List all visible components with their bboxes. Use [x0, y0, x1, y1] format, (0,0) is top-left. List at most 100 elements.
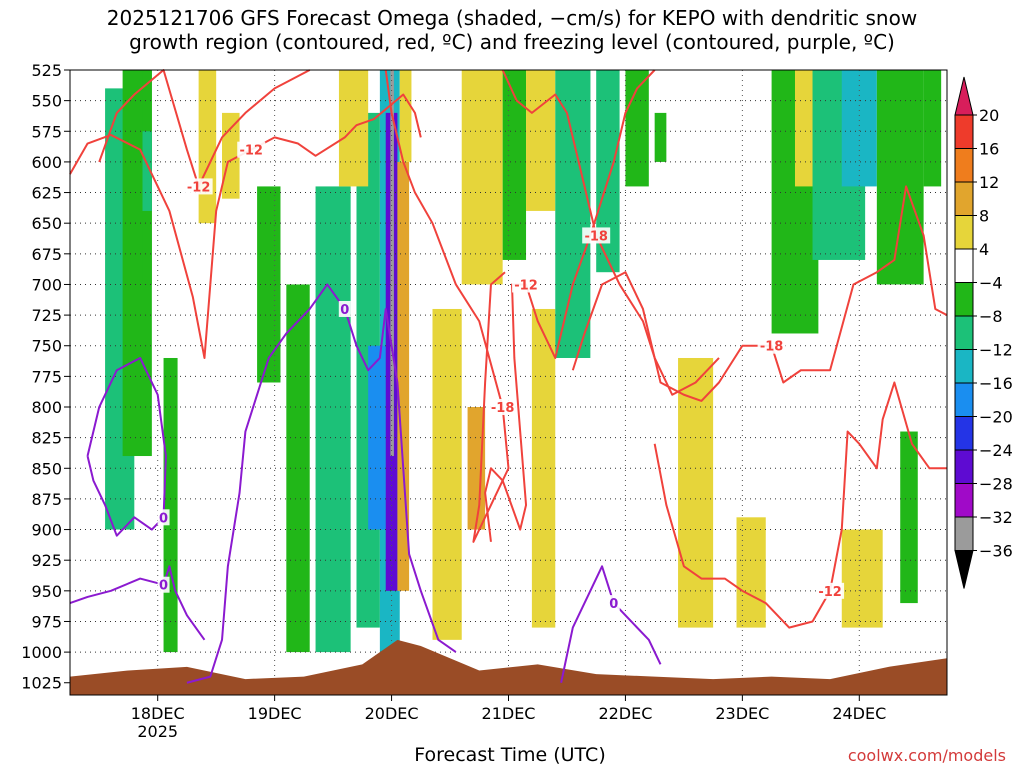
- omega-region: [736, 517, 766, 628]
- colorbar-bottom-arrow: [954, 550, 974, 589]
- omega-region: [502, 70, 527, 260]
- omega-region: [142, 131, 152, 211]
- dgz-contour: [98, 69, 311, 188]
- contour-label: -18: [760, 340, 784, 355]
- y-tick-label: 875: [31, 490, 62, 509]
- axes-layer: 525 550 575 600 625 650 675 700 725 750 775 800 825 8…: [21, 61, 948, 741]
- omega-region: [900, 431, 918, 604]
- contour-label: -18: [491, 401, 515, 416]
- x-tick-label: 21DEC: [482, 704, 536, 723]
- terrain-layer: [70, 639, 947, 695]
- contour-label-bg: [157, 509, 170, 526]
- colorbar-segment: [954, 148, 974, 183]
- y-tick-label: 625: [31, 184, 62, 203]
- omega-region: [461, 70, 503, 285]
- colorbar-label: 8: [979, 207, 989, 226]
- contour-label-bg: [488, 399, 517, 416]
- omega-region: [566, 70, 591, 211]
- freezing-level-contour: [69, 565, 206, 641]
- colorbar-segment: [954, 181, 974, 216]
- y-tick-label: 775: [31, 367, 62, 386]
- colorbar-segment: [954, 248, 974, 283]
- y-tick-label: 650: [31, 214, 62, 233]
- contour-label-bg: [512, 276, 541, 293]
- colorbar-segment: [954, 516, 974, 551]
- contour-label-bg: [816, 582, 845, 599]
- y-tick-label: 525: [31, 61, 62, 80]
- chart-title: 2025121706 GFS Forecast Omega (shaded, −…: [0, 6, 1024, 54]
- contour-label: -12: [187, 180, 211, 195]
- colorbar-segment: [954, 416, 974, 451]
- x-tick-sublabel: 2025: [137, 722, 178, 741]
- omega-region: [531, 308, 556, 628]
- colorbar-label: 20: [979, 106, 999, 125]
- x-tick-label: 22DEC: [598, 704, 652, 723]
- y-tick-label: 900: [31, 521, 62, 540]
- omega-region: [596, 70, 620, 273]
- omega-region: [222, 112, 240, 199]
- x-axis-label: Forecast Time (UTC): [414, 744, 606, 766]
- y-tick-label: 750: [31, 337, 62, 356]
- colorbar-segment: [954, 449, 974, 484]
- colorbar-segment: [954, 215, 974, 250]
- colorbar-segment: [954, 349, 974, 384]
- colorbar-label: −4: [979, 274, 1003, 293]
- x-tick-label: 19DEC: [248, 704, 302, 723]
- omega-region: [654, 112, 667, 162]
- omega-region: [432, 308, 462, 640]
- contour-label: -12: [239, 144, 263, 159]
- colorbar-label: 12: [979, 173, 999, 192]
- omega-region: [315, 186, 351, 653]
- site-credit: coolwx.com/models: [847, 746, 1006, 765]
- y-tick-label: 800: [31, 398, 62, 417]
- y-tick-label: 550: [31, 92, 62, 111]
- contour-label: -12: [818, 585, 842, 600]
- contour-label: -18: [584, 229, 608, 244]
- omega-region: [923, 70, 942, 187]
- contour-layer: -12 -12 -18 -12 -18 -12 -18 0 0 0 0: [69, 69, 948, 684]
- contour-label: 0: [340, 303, 349, 318]
- chart-title-line2: growth region (contoured, red, ºC) and f…: [129, 30, 895, 54]
- colorbar-label: 4: [979, 240, 989, 259]
- omega-region: [286, 284, 310, 653]
- y-tick-label: 725: [31, 306, 62, 325]
- colorbar-segment: [954, 282, 974, 317]
- colorbar-label: −20: [979, 408, 1013, 427]
- colorbar-label: 16: [979, 140, 999, 159]
- colorbar-label: −32: [979, 508, 1013, 527]
- x-tick-label: 24DEC: [832, 704, 886, 723]
- omega-region: [526, 70, 556, 211]
- y-tick-label: 1025: [21, 674, 62, 693]
- omega-shading-layer: [105, 70, 942, 653]
- contour-label-bg: [157, 576, 170, 593]
- contour-label-bg: [184, 178, 213, 195]
- x-tick-label: 18DEC: [131, 704, 185, 723]
- y-tick-label: 575: [31, 122, 62, 141]
- y-tick-label: 1000: [21, 643, 62, 662]
- colorbar-segment: [954, 382, 974, 417]
- omega-region: [678, 357, 714, 628]
- contour-label: 0: [159, 579, 168, 594]
- contour-label-bg: [237, 141, 266, 158]
- omega-region: [198, 70, 217, 224]
- colorbar-label: −12: [979, 341, 1013, 360]
- colorbar-segment: [954, 114, 974, 149]
- y-tick-label: 975: [31, 612, 62, 631]
- contour-label-bg: [582, 227, 611, 244]
- freezing-level-contour: [560, 565, 662, 683]
- colorbar-label: −8: [979, 307, 1003, 326]
- contour-label: 0: [159, 511, 168, 526]
- colorbar-label: −36: [979, 542, 1013, 561]
- y-tick-label: 700: [31, 275, 62, 294]
- colorbar-top-arrow: [954, 76, 974, 116]
- colorbar-label: −16: [979, 374, 1013, 393]
- omega-region: [163, 357, 178, 653]
- omega-region: [399, 70, 412, 162]
- x-tick-label: 20DEC: [365, 704, 419, 723]
- x-tick-label: 23DEC: [715, 704, 769, 723]
- y-tick-label: 925: [31, 551, 62, 570]
- y-tick-label: 850: [31, 459, 62, 478]
- colorbar-label: −24: [979, 441, 1013, 460]
- colorbar-segment: [954, 483, 974, 518]
